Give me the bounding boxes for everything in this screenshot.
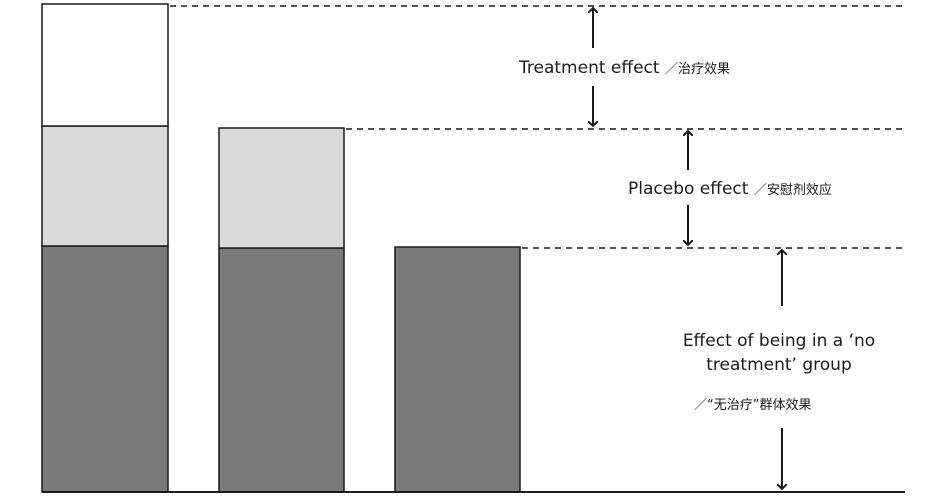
bar1-no-treatment-segment bbox=[41, 245, 169, 493]
bar1-placebo-segment bbox=[41, 125, 169, 247]
bar1-treatment-segment bbox=[41, 3, 169, 127]
no-treatment-label: Effect of being in a ‘no treatment’ grou… bbox=[668, 329, 890, 377]
bar2-placebo-segment bbox=[218, 127, 345, 249]
bar3-no-treatment-segment bbox=[394, 246, 521, 493]
placebo-effect-zh-text: ／安慰剂效应 bbox=[753, 183, 832, 198]
placebo-effect-label: Placebo effect ／安慰剂效应 bbox=[628, 179, 832, 199]
treatment-effect-zh-text: ／治疗效果 bbox=[664, 62, 730, 77]
no-treatment-text-line2: treatment’ group bbox=[706, 355, 852, 375]
no-treatment-zh-label: ／“无治疗”群体效果 bbox=[694, 398, 812, 413]
no-treatment-text-line1: Effect of being in a ‘no bbox=[682, 331, 876, 351]
placebo-effect-text: Placebo effect bbox=[628, 179, 749, 199]
bar2-no-treatment-segment bbox=[218, 247, 345, 493]
treatment-effect-text: Treatment effect bbox=[519, 58, 660, 78]
treatment-effect-label: Treatment effect ／治疗效果 bbox=[519, 58, 730, 78]
